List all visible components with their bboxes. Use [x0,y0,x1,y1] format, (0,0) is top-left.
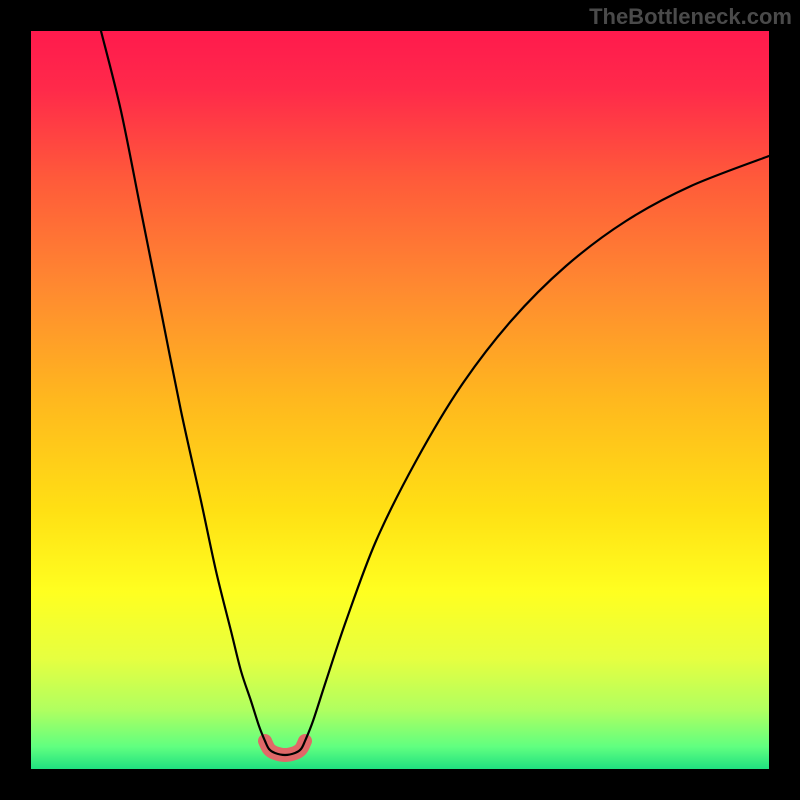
watermark-text: TheBottleneck.com [589,4,792,30]
main-curve [101,31,769,755]
curve-overlay [31,31,769,769]
chart-container: TheBottleneck.com [0,0,800,800]
notch-highlight [265,741,305,755]
plot-area [31,31,769,769]
